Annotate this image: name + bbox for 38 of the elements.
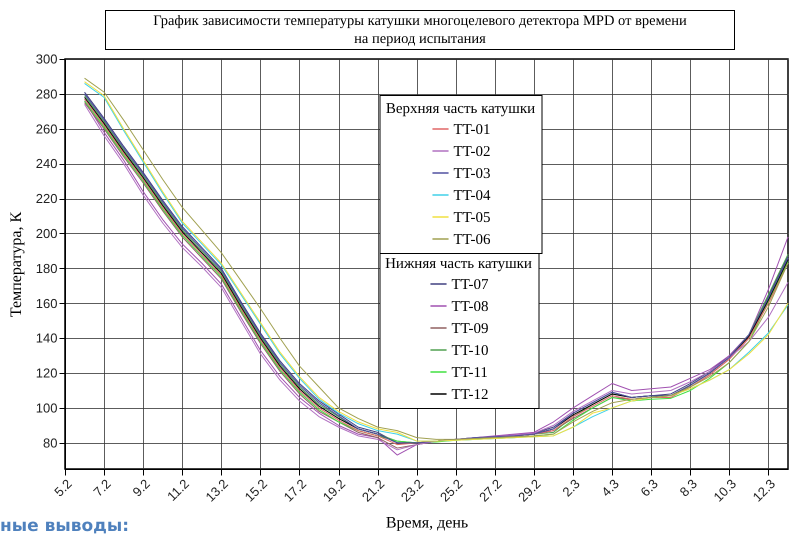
x-tick-label: 2.3: [559, 476, 583, 500]
legend-label: TT-11: [452, 365, 488, 381]
y-tick-label: 280: [36, 86, 58, 102]
y-tick-label: 200: [36, 226, 58, 241]
legend-label: TT-08: [452, 299, 488, 315]
y-tick-label: 80: [43, 435, 58, 450]
x-tick-label: 11.2: [164, 476, 192, 504]
y-tick-label: 140: [36, 330, 58, 346]
y-tick-label: 220: [36, 191, 58, 206]
legend-label: TT-12: [452, 387, 488, 403]
y-tick-label: 260: [36, 121, 58, 136]
y-tick-label: 120: [36, 366, 58, 381]
text: ные выводы:: [0, 516, 130, 536]
x-tick-label: 8.3: [676, 476, 700, 500]
y-tick-label: 240: [36, 156, 58, 172]
legend-label: TT-06: [454, 232, 491, 248]
y-tick-label: 180: [36, 260, 58, 276]
y-tick-label: 300: [36, 52, 58, 66]
legend-title: Верхняя часть катушки: [386, 101, 536, 117]
x-tick-label: 4.3: [598, 476, 622, 500]
y-tick-label: 100: [36, 400, 58, 416]
legend-label: TT-03: [454, 166, 490, 182]
x-tick-label: 7.2: [90, 476, 114, 500]
chart-title: График зависимости температуры катушки многоцелевого детектора MPD от времени на период испытания: [105, 10, 735, 50]
legend-label: TT-04: [454, 188, 491, 204]
legend-label: TT-02: [454, 144, 490, 160]
x-tick-label: 9.2: [129, 476, 153, 500]
y-axis-title: Температура, К: [8, 212, 25, 318]
annotation: Нижняя часть катушки: [385, 256, 532, 272]
legend-label: TT-01: [454, 122, 490, 138]
legend-label: TT-07: [452, 277, 489, 293]
x-tick-label: 5.2: [51, 476, 75, 500]
x-tick-label: 6.3: [638, 476, 661, 500]
legend-label: TT-09: [452, 321, 488, 337]
y-tick-label: 160: [36, 296, 58, 311]
legend-label: TT-10: [452, 343, 488, 359]
x-axis-title: Время, день: [386, 514, 468, 532]
legend-label: TT-05: [454, 210, 490, 226]
